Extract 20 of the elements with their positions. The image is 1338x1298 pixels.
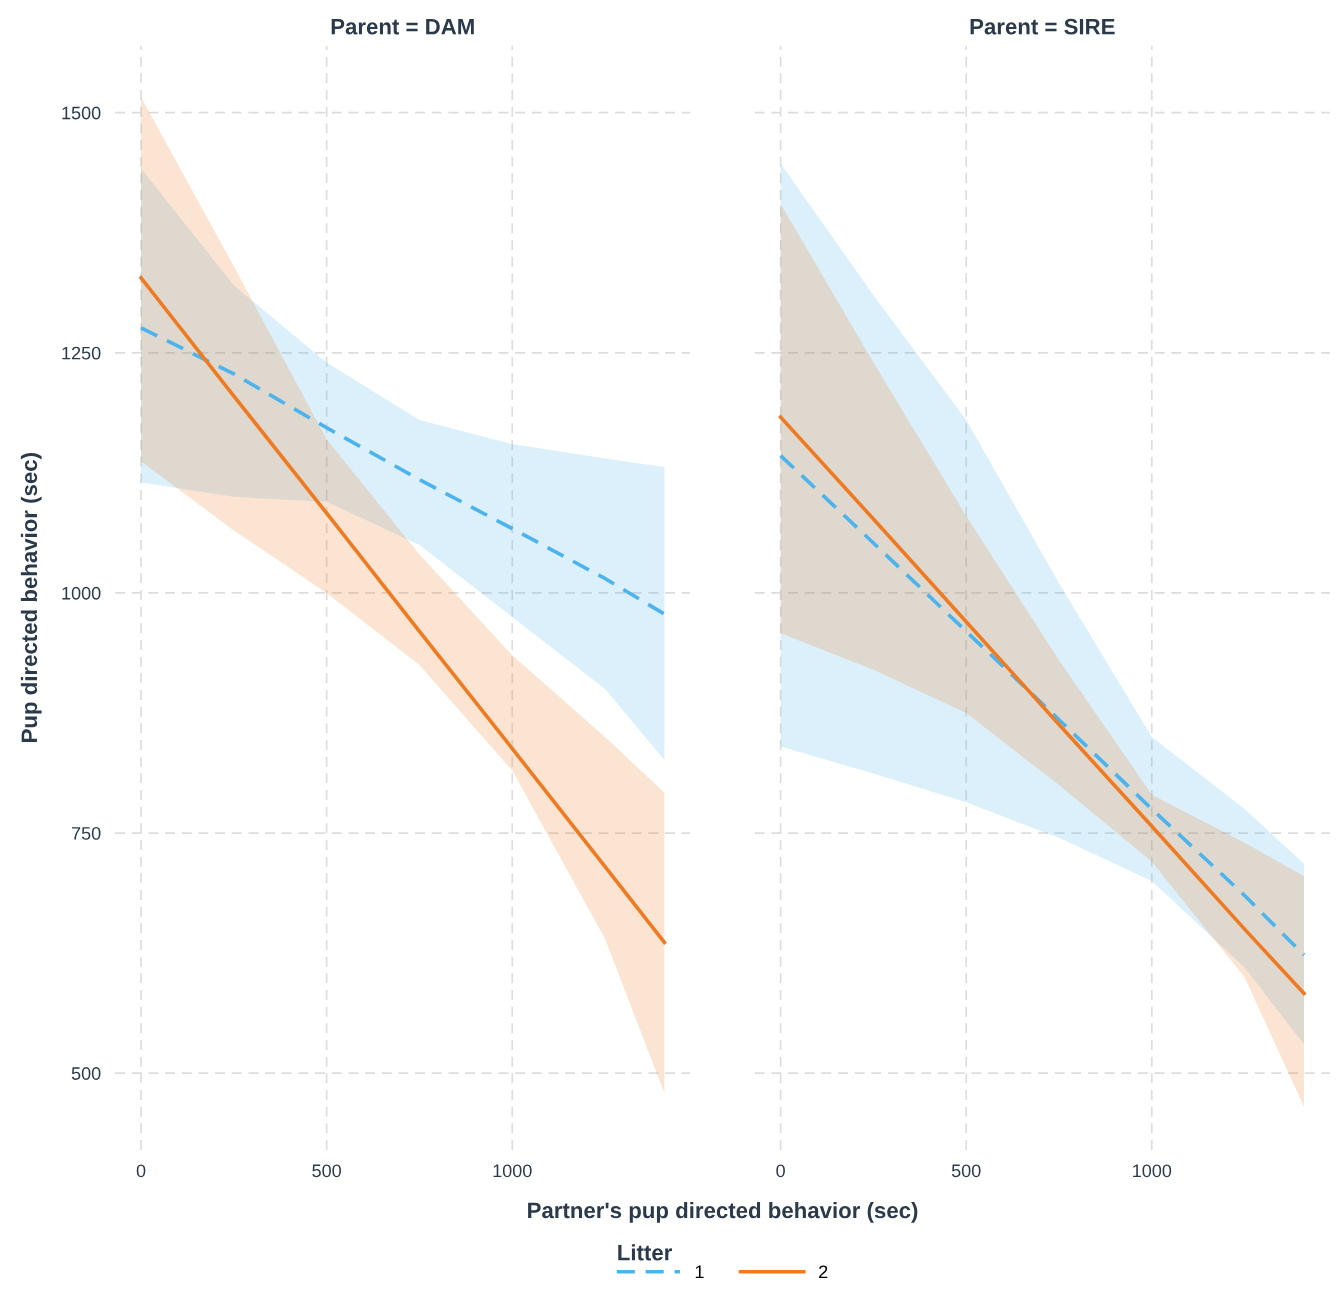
y-tick-label: 1500 bbox=[62, 106, 101, 120]
y-tick-label: 750 bbox=[71, 826, 101, 840]
line-series bbox=[139, 276, 667, 945]
legend-label: 1 bbox=[695, 1265, 704, 1278]
x-axis-title: Partner's pup directed behavior (sec) bbox=[528, 1201, 918, 1223]
chart-title: Parent = SIRE bbox=[970, 18, 1115, 35]
x-tick-label: 1000 bbox=[1133, 1164, 1172, 1178]
chart-title: Parent = DAM bbox=[331, 19, 474, 35]
legend-label: 2 bbox=[819, 1265, 828, 1278]
x-tick-label: 1000 bbox=[493, 1164, 532, 1178]
y-tick-label: 500 bbox=[71, 1067, 101, 1080]
line-series bbox=[139, 326, 667, 616]
x-tick-label: 0 bbox=[136, 1164, 146, 1178]
x-tick-label: 0 bbox=[776, 1164, 785, 1178]
y-axis-title: Pup directed behavior (sec) bbox=[20, 453, 42, 742]
y-tick-label: 1000 bbox=[62, 586, 101, 600]
x-tick-label: 500 bbox=[951, 1164, 981, 1178]
y-tick-label: 1250 bbox=[62, 346, 101, 360]
x-tick-label: 500 bbox=[312, 1164, 341, 1178]
legend-title: Litter bbox=[618, 1244, 673, 1261]
